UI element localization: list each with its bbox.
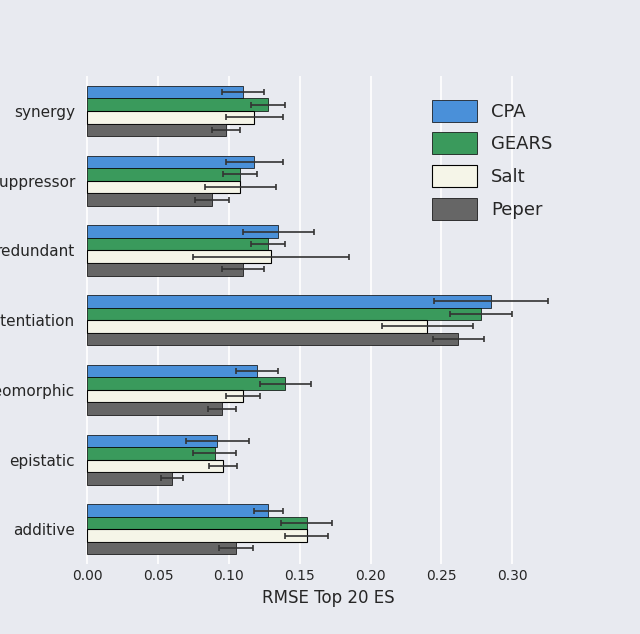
- Bar: [87, 333, 458, 346]
- Bar: [87, 307, 481, 320]
- Bar: [87, 86, 243, 98]
- Bar: [87, 124, 226, 136]
- Bar: [87, 193, 212, 206]
- Bar: [87, 472, 172, 485]
- Bar: [87, 504, 269, 517]
- Bar: [87, 111, 254, 124]
- Bar: [87, 181, 240, 193]
- Bar: [87, 434, 218, 447]
- Legend: CPA, GEARS, Salt, Peper: CPA, GEARS, Salt, Peper: [417, 85, 567, 235]
- Bar: [87, 529, 307, 542]
- Bar: [87, 542, 236, 555]
- Bar: [87, 517, 307, 529]
- Bar: [87, 155, 254, 168]
- Bar: [87, 320, 428, 333]
- Bar: [87, 263, 243, 276]
- Bar: [87, 168, 240, 181]
- Bar: [87, 403, 221, 415]
- Bar: [87, 225, 278, 238]
- X-axis label: RMSE Top 20 ES: RMSE Top 20 ES: [262, 589, 394, 607]
- Bar: [87, 250, 271, 263]
- Bar: [87, 98, 269, 111]
- Bar: [87, 365, 257, 377]
- Bar: [87, 295, 491, 307]
- Bar: [87, 390, 243, 403]
- Bar: [87, 460, 223, 472]
- Bar: [87, 377, 285, 390]
- Bar: [87, 238, 269, 250]
- Bar: [87, 447, 214, 460]
